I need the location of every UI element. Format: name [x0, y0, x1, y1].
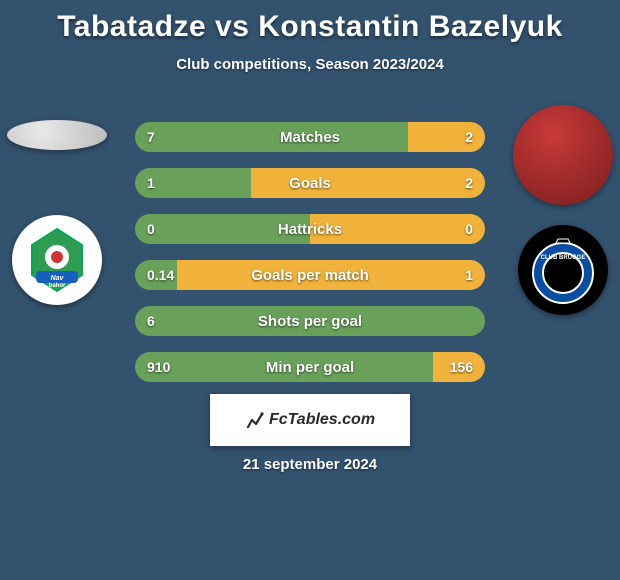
stat-row: 0.141Goals per match: [135, 260, 485, 290]
stat-label: Matches: [135, 122, 485, 152]
stat-row: 910156Min per goal: [135, 352, 485, 382]
stat-label: Min per goal: [135, 352, 485, 382]
right-player-column: CLUB BRUGGE: [508, 105, 618, 315]
stat-row: 00Hattricks: [135, 214, 485, 244]
page-subtitle: Club competitions, Season 2023/2024: [0, 56, 620, 73]
left-player-column: Nav bahor: [2, 105, 112, 305]
player-avatar-left: [7, 120, 107, 150]
stat-label: Shots per goal: [135, 306, 485, 336]
club-logo-right: CLUB BRUGGE: [518, 225, 608, 315]
svg-text:CLUB BRUGGE: CLUB BRUGGE: [541, 255, 586, 261]
stat-row: 72Matches: [135, 122, 485, 152]
brand-text: FcTables.com: [269, 411, 375, 429]
brand-box[interactable]: FcTables.com: [210, 394, 410, 446]
stat-label: Hattricks: [135, 214, 485, 244]
club-logo-left: Nav bahor: [12, 215, 102, 305]
svg-text:Nav: Nav: [51, 275, 65, 282]
page-title: Tabatadze vs Konstantin Bazelyuk: [0, 0, 620, 44]
stat-label: Goals per match: [135, 260, 485, 290]
navbahor-logo-icon: Nav bahor: [22, 225, 92, 295]
player-avatar-right: [513, 105, 613, 205]
club-brugge-logo-icon: CLUB BRUGGE: [528, 235, 598, 305]
stat-row: 6Shots per goal: [135, 306, 485, 336]
date-label: 21 september 2024: [0, 456, 620, 473]
stat-label: Goals: [135, 168, 485, 198]
svg-text:bahor: bahor: [49, 283, 66, 289]
stats-bar-list: 72Matches 12Goals 00Hattricks 0.141Goals pe…: [135, 122, 485, 382]
fctables-logo-icon: [245, 410, 265, 430]
stat-row: 12Goals: [135, 168, 485, 198]
